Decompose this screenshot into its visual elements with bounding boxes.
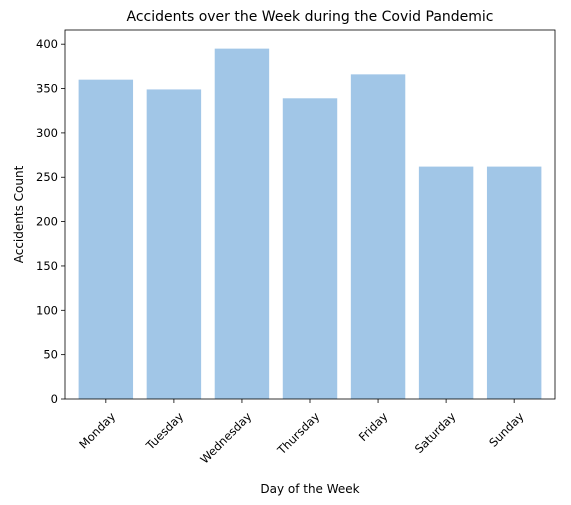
x-tick-label: Monday (76, 409, 118, 451)
bar-monday (78, 79, 134, 399)
bar-saturday (418, 166, 474, 399)
y-tick-label: 250 (36, 170, 58, 184)
y-axis-label: Accidents Count (12, 165, 26, 263)
x-axis-label: Day of the Week (260, 482, 359, 496)
x-tick-label: Thursday (274, 409, 323, 458)
y-tick-label: 50 (43, 348, 58, 362)
chart-title: Accidents over the Week during the Covid… (126, 9, 493, 25)
bar-sunday (486, 166, 542, 399)
bar-friday (350, 74, 406, 400)
x-tick-label: Sunday (486, 409, 526, 449)
y-tick-label: 0 (51, 392, 58, 406)
y-ticks-group: 0 50 100 150 200 250 300 350 400 (36, 37, 65, 406)
x-tick-label: Wednesday (197, 409, 254, 466)
bars-group (78, 48, 542, 400)
x-ticks-group: Monday Tuesday Wednesday Thursday Friday Satu… (76, 399, 527, 466)
y-tick-label: 100 (36, 303, 58, 317)
y-tick-label: 150 (36, 259, 58, 273)
x-tick-label: Friday (356, 409, 391, 444)
y-tick-label: 400 (36, 37, 58, 51)
y-tick-label: 350 (36, 82, 58, 96)
y-tick-label: 200 (36, 215, 58, 229)
bar-tuesday (146, 89, 202, 399)
y-tick-label: 300 (36, 126, 58, 140)
x-tick-label: Saturday (412, 409, 459, 456)
bar-wednesday (214, 48, 270, 399)
bar-thursday (282, 98, 338, 400)
x-tick-label: Tuesday (143, 409, 187, 453)
